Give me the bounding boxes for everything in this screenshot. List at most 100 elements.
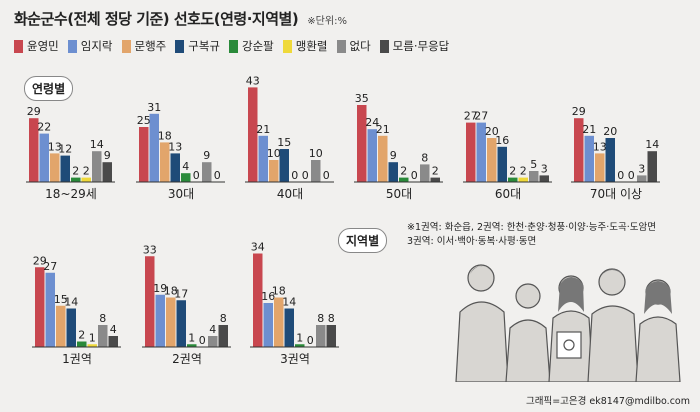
legend-label: 모름·무응답 [392, 39, 450, 53]
bar-value-label: 8 [220, 312, 227, 325]
bar-value-label: 29 [27, 105, 41, 118]
bar [357, 105, 367, 182]
bar-value-label: 25 [137, 114, 151, 127]
bar-value-label: 43 [246, 74, 260, 87]
bar [145, 256, 155, 347]
legend-item: 맹환렬 [282, 38, 328, 54]
bar [87, 344, 97, 347]
bar-value-label: 8 [99, 312, 106, 325]
bar [149, 113, 159, 182]
title-area: 화순군수(전체 정당 기준) 선호도(연령·지역별) ※단위:% [14, 8, 347, 29]
bar-value-label: 31 [147, 101, 161, 114]
legend-label: 윤영민 [27, 39, 59, 53]
category-label: 60대 [495, 187, 521, 201]
legend-swatch [282, 39, 292, 53]
bar-value-label: 0 [307, 334, 314, 347]
bar [155, 294, 165, 347]
bar [253, 253, 263, 347]
bar [378, 135, 388, 182]
bar [430, 177, 440, 182]
bar-value-label: 2 [509, 165, 516, 178]
category-label: 3권역 [280, 352, 310, 366]
bar-value-label: 0 [193, 169, 200, 182]
bar-value-label: 27 [474, 110, 488, 123]
legend-item: 모름·무응답 [379, 38, 450, 54]
bar [77, 341, 87, 347]
legend-label: 맹환렬 [295, 39, 328, 53]
bar [166, 297, 176, 347]
bar-value-label: 15 [277, 136, 291, 149]
legend: 윤영민 임지락 문행주 구복규 강순팔 맹환렬 없다 모름·무응답 [14, 38, 458, 54]
bar-value-label: 3 [638, 162, 645, 175]
bar-value-label: 27 [43, 260, 57, 273]
category-label: 70대 이상 [590, 187, 642, 201]
bar-value-label: 29 [572, 105, 586, 118]
bar-value-label: 9 [104, 149, 111, 162]
bar-value-label: 1 [296, 331, 303, 344]
bar [637, 175, 647, 182]
bar-value-label: 13 [593, 140, 607, 153]
bar-value-label: 33 [143, 243, 157, 256]
bar-value-label: 14 [64, 296, 78, 309]
bar-value-label: 27 [464, 110, 478, 123]
bar-value-label: 4 [182, 160, 189, 173]
unit-note: ※단위:% [307, 16, 347, 27]
bar [518, 177, 528, 182]
bar-value-label: 15 [54, 293, 68, 306]
bar [508, 177, 518, 182]
bar [279, 149, 289, 182]
bar-value-label: 16 [495, 134, 509, 147]
bar-value-label: 4 [209, 323, 216, 336]
bar-value-label: 2 [78, 329, 85, 342]
bar [92, 151, 102, 182]
legend-swatch [229, 39, 238, 53]
bar [497, 146, 507, 182]
bar [56, 305, 66, 347]
bar [647, 151, 657, 182]
legend-label: 문행주 [134, 39, 167, 53]
bar-value-label: 20 [603, 125, 617, 138]
legend-item: 문행주 [121, 38, 167, 54]
bar [316, 325, 326, 347]
bar [208, 336, 218, 347]
legend-swatch [379, 39, 389, 53]
bar [248, 87, 258, 182]
legend-swatch [14, 39, 23, 53]
region-notes: ※1권역: 화순읍, 2권역: 한천·춘양·청풍·이양·능주·도곡·도암면 3권… [407, 221, 656, 249]
bar-value-label: 1 [89, 331, 96, 344]
bar [202, 162, 212, 182]
bar-value-label: 17 [174, 287, 188, 300]
bar-value-label: 0 [291, 169, 298, 182]
bar-value-label: 14 [90, 138, 104, 151]
bar-value-label: 24 [365, 116, 379, 129]
legend-swatch [67, 39, 77, 53]
section-label-region: 지역별 [338, 228, 388, 253]
bar [139, 127, 149, 182]
bar [60, 155, 70, 182]
chart-title: 화순군수(전체 정당 기준) 선호도(연령·지역별) [14, 10, 299, 28]
bar [274, 297, 284, 347]
people-illustration [455, 264, 681, 382]
bar [529, 171, 539, 182]
legend-swatch [175, 39, 185, 53]
bar-value-label: 10 [309, 147, 323, 160]
bar [35, 267, 45, 347]
legend-item: 강순팔 [229, 38, 274, 54]
bar [71, 177, 81, 182]
bar [326, 325, 336, 347]
legend-item: 임지락 [67, 38, 113, 54]
section-label-age: 연령별 [24, 76, 74, 101]
bar [420, 164, 430, 182]
category-label: 1권역 [62, 352, 92, 366]
bar-value-label: 35 [355, 92, 369, 105]
bar [595, 153, 605, 182]
credit: 그래픽=고은경 ek8147@mdilbo.com [526, 396, 690, 407]
bar [466, 122, 476, 182]
bar-value-label: 0 [199, 334, 206, 347]
category-label: 50대 [386, 187, 412, 201]
bar [269, 160, 279, 182]
bar-value-label: 0 [617, 169, 624, 182]
legend-label: 강순팔 [242, 39, 274, 53]
bar-value-label: 18 [164, 285, 178, 298]
bar [81, 177, 91, 182]
